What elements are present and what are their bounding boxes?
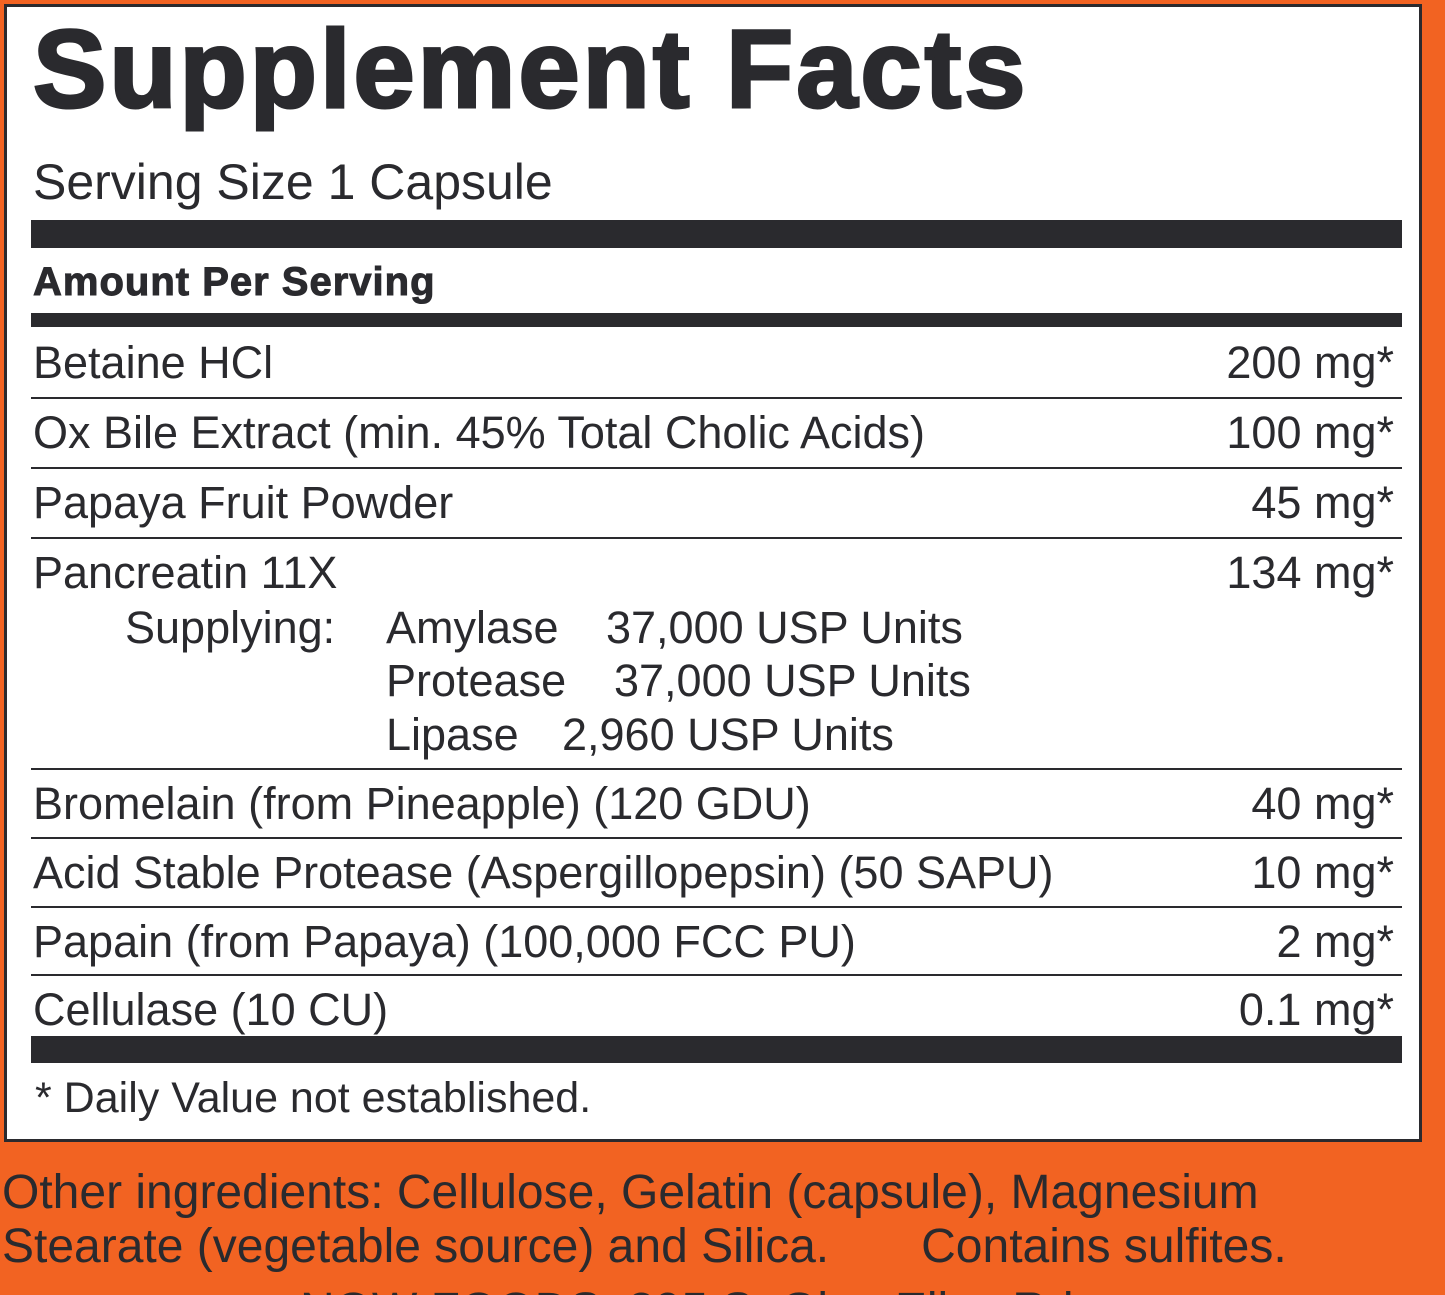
ingredient-name: Cellulase (10 CU) [33, 984, 389, 1035]
supplying-label: Supplying: [125, 602, 336, 653]
manufacturer-line-clipped: NOW FOODS, 395 S. Glen Ellyn Rd. [0, 1284, 1445, 1295]
thick-divider-top [31, 220, 1402, 248]
ingredient-name: Ox Bile Extract (min. 45% Total Cholic A… [33, 407, 925, 458]
table-row: Betaine HCl 200 mg* [31, 329, 1402, 399]
ingredient-amount: 2 mg* [1276, 916, 1394, 967]
footnote: * Daily Value not established. [35, 1074, 592, 1122]
sulfites-note: Contains sulfites. [921, 1220, 1287, 1273]
ingredient-name: Pancreatin 11X [33, 547, 338, 598]
amount-per-serving-heading: Amount Per Serving [33, 260, 436, 305]
component-value: 37,000 USP Units [606, 602, 963, 653]
page-title: Supplement Facts [31, 8, 1029, 131]
ingredient-amount: 100 mg* [1226, 407, 1394, 458]
component-value: 37,000 USP Units [614, 655, 971, 706]
table-row: Ox Bile Extract (min. 45% Total Cholic A… [31, 399, 1402, 469]
ingredient-table: Betaine HCl 200 mg* Ox Bile Extract (min… [31, 329, 1402, 1042]
table-row: Pancreatin 11X 134 mg* Supplying: Amylas… [31, 539, 1402, 770]
serving-size: Serving Size 1 Capsule [33, 154, 553, 210]
other-ingredients-text: Stearate (vegetable source) and Silica. [2, 1220, 830, 1273]
table-row: Papain (from Papaya) (100,000 FCC PU) 2 … [31, 908, 1402, 976]
component-value: 2,960 USP Units [562, 709, 894, 760]
other-ingredients-line: Other ingredients: Cellulose, Gelatin (c… [2, 1166, 1259, 1219]
ingredient-name: Acid Stable Protease (Aspergillopepsin) … [33, 847, 1054, 898]
ingredient-name: Bromelain (from Pineapple) (120 GDU) [33, 778, 811, 829]
ingredient-amount: 134 mg* [1226, 547, 1394, 598]
ingredient-name: Betaine HCl [33, 337, 274, 388]
ingredient-name: Papain (from Papaya) (100,000 FCC PU) [33, 916, 856, 967]
ingredient-amount: 45 mg* [1251, 477, 1394, 528]
table-row: Acid Stable Protease (Aspergillopepsin) … [31, 839, 1402, 908]
other-ingredients-line: Stearate (vegetable source) and Silica. C… [2, 1220, 1442, 1274]
ingredient-name: Papaya Fruit Powder [33, 477, 454, 528]
table-row: Cellulase (10 CU) 0.1 mg* [31, 976, 1402, 1042]
ingredient-amount: 200 mg* [1226, 337, 1394, 388]
component-name: Protease [386, 655, 567, 706]
medium-divider [31, 313, 1402, 327]
thick-divider-bottom [31, 1036, 1402, 1063]
ingredient-amount: 10 mg* [1251, 847, 1394, 898]
table-row: Bromelain (from Pineapple) (120 GDU) 40 … [31, 770, 1402, 839]
manufacturer-address: NOW FOODS, 395 S. Glen Ellyn Rd. [300, 1284, 1087, 1295]
supplement-facts-panel: Supplement Facts Serving Size 1 Capsule … [4, 4, 1422, 1142]
table-row: Papaya Fruit Powder 45 mg* [31, 469, 1402, 539]
ingredient-amount: 40 mg* [1251, 778, 1394, 829]
ingredient-amount: 0.1 mg* [1238, 984, 1394, 1035]
component-name: Lipase [386, 709, 519, 760]
other-ingredients: Other ingredients: Cellulose, Gelatin (c… [2, 1166, 1442, 1274]
component-name: Amylase [386, 602, 559, 653]
